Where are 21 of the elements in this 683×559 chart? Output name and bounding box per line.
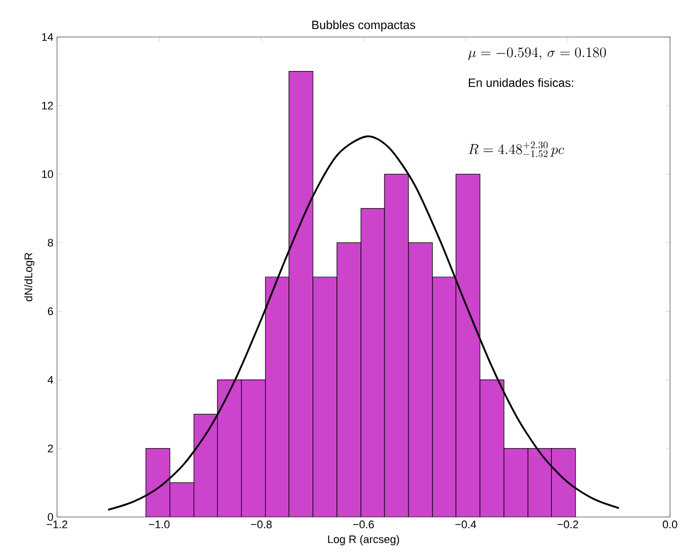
x-tick-label: −0.8 bbox=[251, 520, 272, 528]
y-tick-label: 0 bbox=[48, 513, 54, 521]
x-axis-title: Log R (arcseg) bbox=[328, 535, 400, 546]
annotation: $\mu = -0.594,\, \sigma = 0.180$ bbox=[468, 47, 606, 60]
y-tick-label: 2 bbox=[48, 444, 53, 452]
y-tick-label: 12 bbox=[42, 102, 53, 110]
y-axis-title: dN/dLogR bbox=[24, 252, 34, 302]
x-tick-label: −0.6 bbox=[353, 520, 374, 528]
y-tick-label: 4 bbox=[48, 376, 54, 384]
y-tick-label: 10 bbox=[42, 170, 54, 178]
x-tick-label: 0.0 bbox=[662, 520, 678, 528]
y-tick-label: 6 bbox=[48, 307, 53, 316]
annotation: En unidades fisicas: bbox=[468, 78, 574, 87]
x-tick-label: −0.2 bbox=[558, 520, 578, 528]
x-tick-label: −0.4 bbox=[455, 520, 476, 528]
x-tick-label: −1.2 bbox=[46, 520, 68, 528]
annotation: $R = 4.48^{+2.30}_{-1.52}\, pc$ bbox=[468, 142, 564, 158]
y-tick-label: 14 bbox=[42, 33, 54, 41]
x-tick-label: −1.0 bbox=[148, 520, 170, 528]
chart-title: Bubbles compactas bbox=[312, 20, 416, 32]
y-tick-label: 8 bbox=[48, 238, 53, 247]
